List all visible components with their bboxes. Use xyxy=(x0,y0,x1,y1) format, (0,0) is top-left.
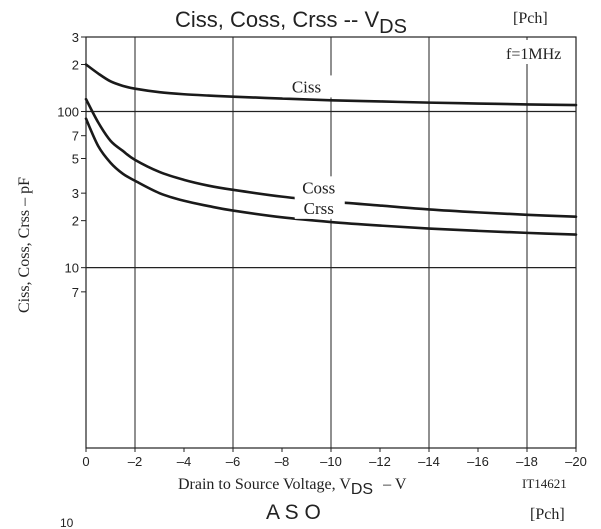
x-tick-label: –6 xyxy=(226,454,240,469)
y-tick-label: 2 xyxy=(72,214,79,229)
x-tick-label: 0 xyxy=(82,454,89,469)
next-chart-tick: 10 xyxy=(60,516,74,529)
x-tick-label: –8 xyxy=(275,454,289,469)
series-line-ciss xyxy=(84,63,578,107)
series-line-coss xyxy=(84,97,578,218)
x-tick-label: –20 xyxy=(565,454,587,469)
series: Ciss Coss Crss xyxy=(84,63,578,236)
x-axis-label-subscript: DS xyxy=(351,481,373,498)
x-tick-label: –14 xyxy=(418,454,440,469)
series-label-bg xyxy=(294,196,345,219)
x-axis-label: Drain to Source Voltage, VDS – V xyxy=(178,476,407,498)
chart-title: Ciss, Coss, Crss -- VDS xyxy=(175,7,407,38)
x-tick-label: –12 xyxy=(369,454,391,469)
series-label-crss: Crss xyxy=(304,199,334,218)
y-tick-label: 7 xyxy=(72,285,79,300)
chart-title-subscript: DS xyxy=(379,16,407,38)
series-label-bg xyxy=(282,75,333,98)
next-chart-title: A S O xyxy=(266,501,321,524)
y-tick-label: 2 xyxy=(72,57,79,72)
x-tick-label: –18 xyxy=(516,454,538,469)
chart-tag: [Pch] xyxy=(513,10,548,27)
y-tick-label: 7 xyxy=(72,129,79,144)
series-label-ciss: Ciss xyxy=(292,77,321,96)
x-tick-label: –4 xyxy=(177,454,191,469)
y-tick-label: 3 xyxy=(72,186,79,201)
series-label-coss: Coss xyxy=(302,178,335,197)
y-tick-label: 3 xyxy=(72,30,79,45)
x-tick-label: –2 xyxy=(128,454,142,469)
series-label-bg xyxy=(294,176,345,199)
y-tick-label: 10 xyxy=(65,261,79,276)
x-tick-label: –16 xyxy=(467,454,489,469)
x-tick-label: –10 xyxy=(320,454,342,469)
series-line-crss xyxy=(84,117,578,236)
annotation-box xyxy=(497,40,575,64)
grid xyxy=(86,37,576,448)
next-chart-tag: [Pch] xyxy=(530,506,565,523)
figure-code: IT14621 xyxy=(522,476,567,491)
x-axis-label-unit: – V xyxy=(382,476,407,493)
frequency-annotation: f=1MHz xyxy=(506,46,561,63)
y-axis-label: Ciss, Coss, Crss – pF xyxy=(16,177,33,313)
y-tick-label: 5 xyxy=(72,152,79,167)
x-axis: 0 –2 –4 –6 –8 –10 –12 –14 –16 –18 –20 xyxy=(82,448,587,469)
y-tick-label: 100 xyxy=(57,105,79,120)
y-axis: 3 2 100 7 5 3 2 10 7 xyxy=(57,30,86,300)
